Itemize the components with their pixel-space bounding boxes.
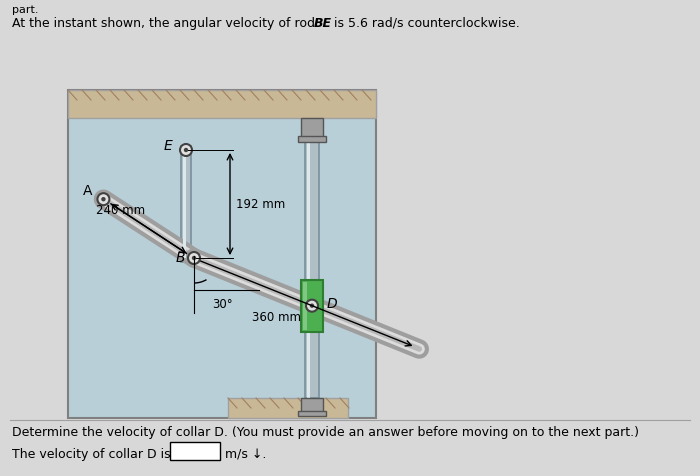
Bar xyxy=(181,146,191,262)
Circle shape xyxy=(192,256,196,260)
Bar xyxy=(183,150,186,258)
Bar xyxy=(301,280,323,332)
Circle shape xyxy=(180,144,192,156)
Text: part.: part. xyxy=(12,5,38,15)
Bar xyxy=(68,90,376,118)
Bar xyxy=(301,118,323,138)
Bar xyxy=(301,398,323,412)
Text: is 5.6 rad/s counterclockwise.: is 5.6 rad/s counterclockwise. xyxy=(330,17,519,30)
Bar xyxy=(303,282,307,330)
Circle shape xyxy=(306,300,318,312)
Circle shape xyxy=(102,197,106,201)
Text: m/s ↓.: m/s ↓. xyxy=(225,448,267,461)
Bar xyxy=(170,442,220,460)
Text: A: A xyxy=(83,184,92,198)
Bar xyxy=(305,120,319,398)
Text: D: D xyxy=(327,297,337,311)
Text: B: B xyxy=(175,251,185,265)
Circle shape xyxy=(97,193,109,205)
Text: 240 mm: 240 mm xyxy=(96,204,146,217)
Text: The velocity of collar D is: The velocity of collar D is xyxy=(12,448,171,461)
Text: At the instant shown, the angular velocity of rod: At the instant shown, the angular veloci… xyxy=(12,17,319,30)
Text: 192 mm: 192 mm xyxy=(236,198,286,210)
Circle shape xyxy=(310,304,314,308)
Text: Determine the velocity of collar D. (You must provide an answer before moving on: Determine the velocity of collar D. (You… xyxy=(12,426,639,439)
Bar xyxy=(307,120,310,398)
Bar xyxy=(298,411,326,416)
Text: 30°: 30° xyxy=(212,298,232,310)
Text: E: E xyxy=(164,139,172,153)
Text: BE: BE xyxy=(314,17,332,30)
Bar xyxy=(228,398,348,418)
Bar xyxy=(68,90,376,418)
Text: 360 mm: 360 mm xyxy=(252,311,301,324)
Bar xyxy=(298,136,326,142)
Circle shape xyxy=(184,148,188,152)
Circle shape xyxy=(188,252,200,264)
